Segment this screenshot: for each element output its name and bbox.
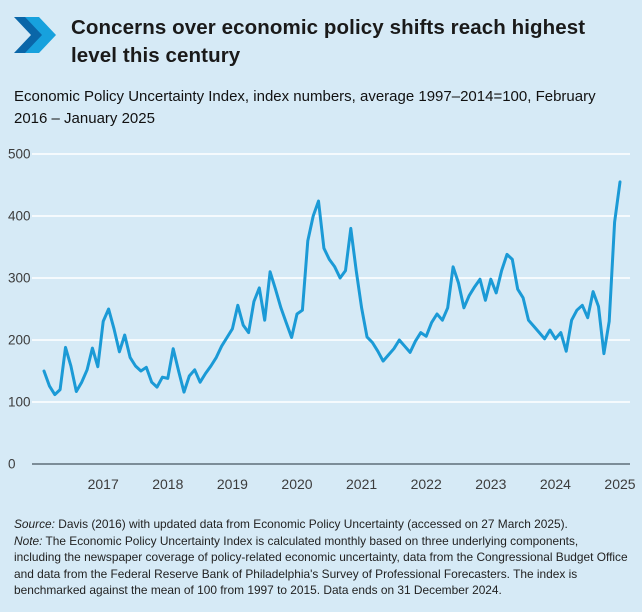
source-text: Davis (2016) with updated data from Econ… — [54, 516, 568, 531]
svg-text:300: 300 — [8, 270, 31, 285]
svg-text:2019: 2019 — [217, 476, 248, 492]
double-chevron-right-icon — [14, 17, 56, 58]
note-text: The Economic Policy Uncertainty Index is… — [14, 533, 628, 598]
svg-text:2024: 2024 — [540, 476, 571, 492]
svg-text:2023: 2023 — [475, 476, 506, 492]
svg-text:2022: 2022 — [411, 476, 442, 492]
source-note: Source: Davis (2016) with updated data f… — [14, 516, 628, 533]
svg-text:500: 500 — [8, 146, 31, 161]
svg-text:200: 200 — [8, 332, 31, 347]
epu-line-chart: 0 100 200 300 400 500 2017 2018 2019 2020 2021 2022… — [0, 142, 642, 502]
svg-text:0: 0 — [8, 456, 16, 471]
svg-text:2021: 2021 — [346, 476, 377, 492]
source-label: Source: — [14, 516, 55, 531]
chart-subtitle: Economic Policy Uncertainty Index, index… — [14, 88, 596, 128]
methodology-note: Note: The Economic Policy Uncertainty In… — [14, 533, 628, 600]
svg-text:2025: 2025 — [604, 476, 635, 492]
epu-line-chart-svg: 0 100 200 300 400 500 2017 2018 2019 2020 2021 2022… — [8, 146, 636, 492]
svg-text:400: 400 — [8, 208, 31, 223]
chart-header: Concerns over economic policy shifts rea… — [0, 0, 642, 69]
svg-text:2017: 2017 — [88, 476, 119, 492]
chart-footnotes: Source: Davis (2016) with updated data f… — [14, 516, 628, 599]
note-label: Note: — [14, 533, 43, 548]
svg-text:2020: 2020 — [281, 476, 312, 492]
svg-text:2018: 2018 — [152, 476, 183, 492]
svg-text:100: 100 — [8, 394, 31, 409]
page-title: Concerns over economic policy shifts rea… — [71, 16, 586, 67]
